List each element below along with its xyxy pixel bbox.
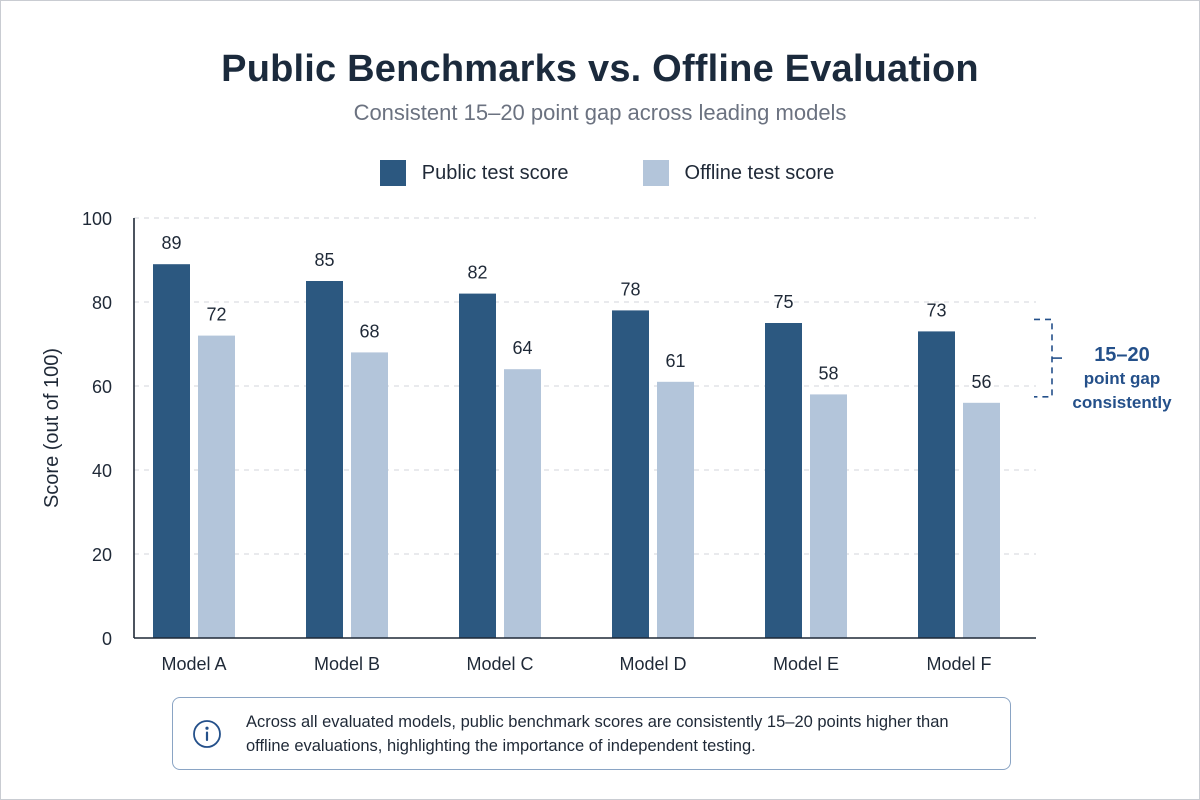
y-tick-label-60: 60 xyxy=(92,377,112,397)
x-tick-label-3: Model C xyxy=(466,654,533,674)
x-tick-label-4: Model D xyxy=(619,654,686,674)
note-text: Across all evaluated models, public benc… xyxy=(246,712,949,755)
bar-public-6 xyxy=(918,331,955,638)
x-tick-label-5: Model E xyxy=(773,654,839,674)
data-label-offline-6: 56 xyxy=(971,372,991,392)
axes: 0 20 40 60 80 100 Model A Model B Model C Model D… xyxy=(82,209,1036,674)
y-tick-label-80: 80 xyxy=(92,293,112,313)
data-label-public-2: 85 xyxy=(314,250,334,270)
legend-item-offline: Offline test score xyxy=(642,160,835,186)
data-label-public-5: 75 xyxy=(773,292,793,312)
legend-swatch-offline xyxy=(642,160,669,186)
bar-offline-2 xyxy=(351,352,388,638)
bar-offline-5 xyxy=(810,394,847,638)
data-label-offline-5: 58 xyxy=(818,363,838,383)
chart-subtitle: Consistent 15–20 point gap across leadin… xyxy=(353,100,847,125)
data-label-offline-3: 64 xyxy=(512,338,532,358)
data-label-offline-4: 61 xyxy=(665,351,685,371)
info-icon xyxy=(193,719,221,748)
gap-bracket xyxy=(1034,318,1053,398)
chart-title: Public Benchmarks vs. Offline Evaluation xyxy=(221,48,979,90)
gridlines xyxy=(134,217,1036,555)
bars xyxy=(153,264,1000,638)
y-tick-label-40: 40 xyxy=(92,461,112,481)
gap-annotation-line-3: consistently xyxy=(1072,393,1172,412)
x-tick-label-2: Model B xyxy=(314,654,380,674)
bar-public-5 xyxy=(765,323,802,638)
data-label-offline-1: 72 xyxy=(206,305,226,325)
bar-public-2 xyxy=(306,281,343,638)
y-tick-label-100: 100 xyxy=(82,209,112,229)
bar-offline-3 xyxy=(504,369,541,638)
data-label-public-4: 78 xyxy=(620,279,640,299)
legend-label-public: Public test score xyxy=(421,161,569,184)
gap-annotation-line-1: 15–20 xyxy=(1094,344,1150,366)
bar-public-4 xyxy=(612,310,649,638)
gap-annotation: 15–20 point gap consistently xyxy=(1034,318,1172,412)
y-tick-label-20: 20 xyxy=(92,545,112,565)
y-tick-label-0: 0 xyxy=(102,629,112,649)
x-tick-label-1: Model A xyxy=(161,654,226,674)
data-label-public-6: 73 xyxy=(926,300,946,320)
data-label-public-1: 89 xyxy=(161,233,181,253)
legend-swatch-public xyxy=(379,160,406,186)
legend-label-offline: Offline test score xyxy=(684,161,835,184)
bar-offline-1 xyxy=(198,335,235,638)
bar-public-3 xyxy=(459,293,496,638)
note-box: Across all evaluated models, public benc… xyxy=(172,697,1011,770)
bar-public-1 xyxy=(153,264,190,638)
data-labels: 89 72 85 68 82 64 78 61 75 58 73 56 xyxy=(161,233,991,392)
data-label-public-3: 82 xyxy=(467,263,487,283)
gap-annotation-line-2: point gap xyxy=(1084,369,1160,388)
x-tick-label-6: Model F xyxy=(926,654,991,674)
y-axis-label: Score (out of 100) xyxy=(41,348,63,508)
bar-offline-6 xyxy=(963,402,1000,638)
bar-offline-4 xyxy=(657,381,694,638)
legend-item-public: Public test score xyxy=(379,160,569,186)
legend: Public test score Offline test score xyxy=(0,160,1200,186)
data-label-offline-2: 68 xyxy=(359,321,379,341)
